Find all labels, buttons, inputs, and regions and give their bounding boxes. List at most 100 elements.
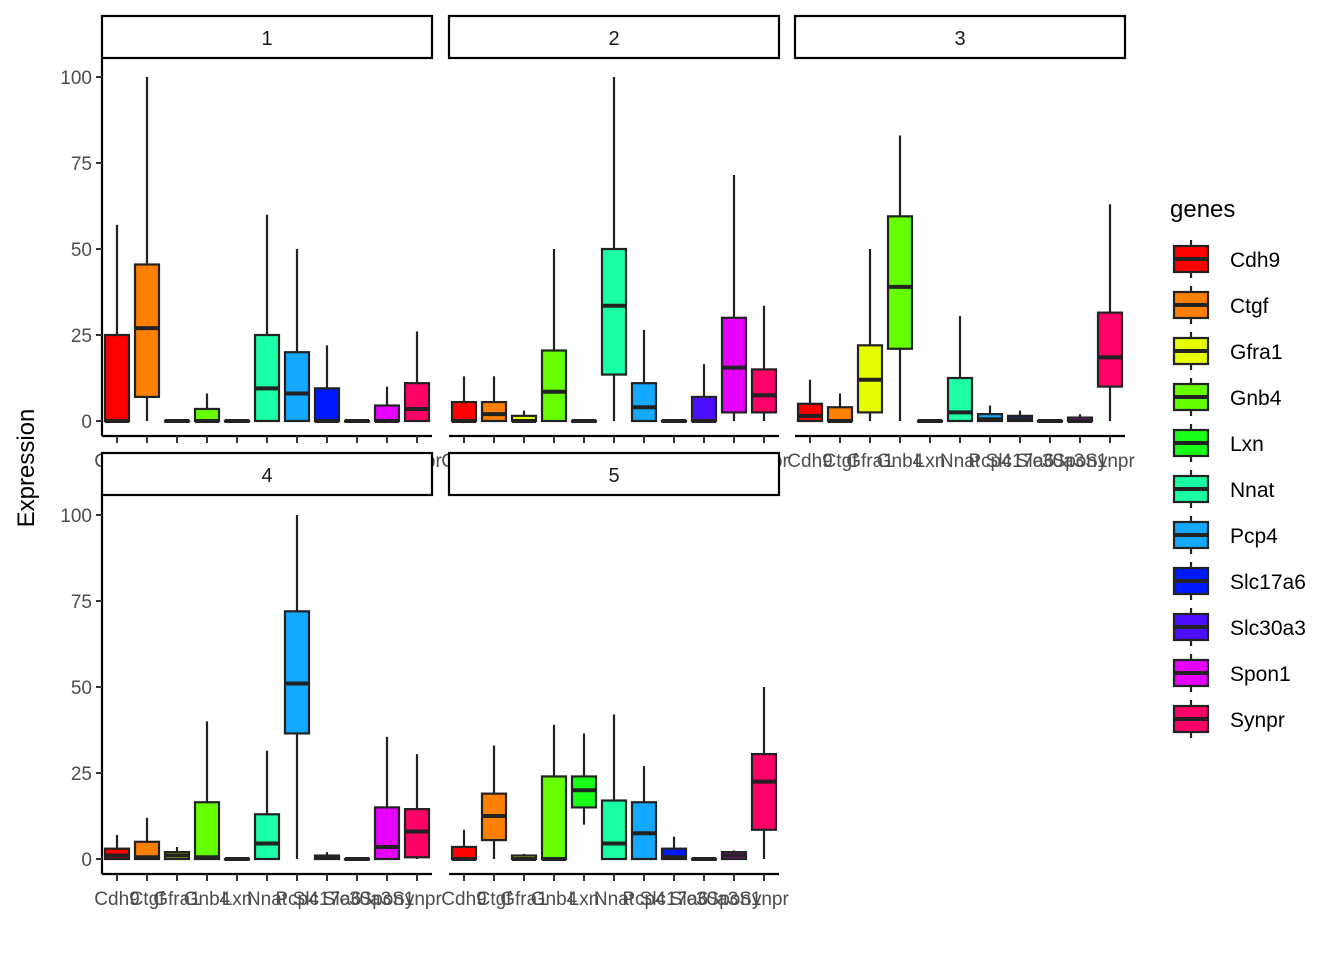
x-tick-label: Gfra1 (153, 889, 201, 910)
box-body (720, 316, 748, 414)
x-tick-label: Pcp4 (622, 889, 666, 910)
legend-item-spon1: Spon1 (1172, 654, 1291, 692)
legend-label: Gfra1 (1230, 341, 1283, 364)
legend-items: Cdh9 Ctgf Gfra1 Gnb4 Lxn Nnat Pcp4 Slc17a6 Slc30… (1172, 240, 1306, 738)
x-tick-label: Spon1 (1053, 451, 1108, 472)
y-tick-label: 100 (60, 506, 92, 527)
facet-strip-label: 4 (261, 465, 272, 487)
legend-item-cdh9: Cdh9 (1172, 240, 1280, 278)
box-body (540, 775, 568, 861)
x-tick-label: Gnb4 (877, 451, 924, 472)
box-pcp4 (630, 329, 658, 423)
legend-key (1172, 424, 1210, 462)
box-spon1 (720, 850, 748, 861)
box-body (373, 806, 401, 861)
x-tick-label: Ctgf (823, 451, 859, 472)
x-tick-label: Spon1 (360, 889, 415, 910)
legend-label: Spon1 (1230, 663, 1291, 686)
box-gnb4 (886, 135, 914, 421)
box-slc30a3 (690, 857, 718, 861)
y-tick-label: 25 (71, 764, 92, 785)
box-pcp4 (630, 766, 658, 861)
box-body (1096, 311, 1124, 388)
legend-key (1172, 654, 1210, 692)
box-nnat (253, 214, 281, 423)
box-slc17a6 (1006, 410, 1034, 423)
y-tick-label: 50 (71, 678, 92, 699)
legend-label: Slc30a3 (1230, 617, 1306, 640)
legend-item-nnat: Nnat (1172, 470, 1275, 508)
box-gfra1 (510, 410, 538, 423)
box-gfra1 (163, 846, 191, 861)
x-tick-label: Gnb4 (531, 889, 578, 910)
box-ctgf (826, 393, 854, 423)
box-nnat (946, 316, 974, 423)
legend-item-slc30a3: Slc30a3 (1172, 608, 1306, 646)
legend-key (1172, 516, 1210, 554)
legend-item-synpr: Synpr (1172, 700, 1285, 738)
box-body (946, 376, 974, 423)
box-lxn (223, 857, 251, 861)
x-tick-label: Pcp4 (275, 889, 319, 910)
y-tick-label: 50 (71, 240, 92, 261)
x-tick-label: Cdh9 (441, 889, 486, 910)
facet-strip-label: 5 (608, 465, 619, 487)
legend-key (1172, 608, 1210, 646)
box-slc30a3 (343, 857, 371, 861)
facet-strip-label: 3 (954, 28, 965, 50)
facet-panel-3: 3 Cdh9CtgfGfra1Gnb4LxnNnatPcp4Slc17a6Slc3… (787, 14, 1135, 472)
box-body (630, 801, 658, 861)
legend-label: Nnat (1230, 479, 1275, 502)
box-body (886, 215, 914, 350)
facet-strip-3 (793, 14, 1127, 60)
box-body (826, 406, 854, 423)
box-cdh9 (450, 376, 478, 423)
x-tick-label: Nnat (940, 451, 981, 472)
box-lxn (570, 419, 598, 423)
legend-item-pcp4: Pcp4 (1172, 516, 1278, 554)
x-tick-label: Synpr (392, 889, 442, 910)
box-lxn (223, 419, 251, 423)
x-tick-label: Slc30a3 (323, 889, 392, 910)
x-tick-label: Slc17a6 (986, 451, 1055, 472)
box-body (630, 382, 658, 423)
legend-title: genes (1170, 196, 1235, 223)
box-cdh9 (450, 829, 478, 861)
legend-key (1172, 286, 1210, 324)
legend: genes Cdh9 Ctgf Gfra1 Gnb4 Lxn Nnat Pcp4 Slc17a… (1170, 196, 1306, 738)
box-cdh9 (103, 834, 131, 861)
x-tick-label: Gfra1 (846, 451, 894, 472)
box-body (750, 752, 778, 831)
box-synpr (750, 305, 778, 421)
x-tick-label: Lxn (569, 889, 600, 910)
x-tick-label: Nnat (594, 889, 635, 910)
box-pcp4 (283, 515, 311, 859)
box-synpr (403, 754, 431, 859)
facet-strip-1 (100, 14, 434, 60)
box-body (133, 263, 161, 399)
x-tick-label: Slc17a6 (640, 889, 709, 910)
x-tick-label: Ctgf (477, 889, 513, 910)
x-tick-label: Synpr (1085, 451, 1135, 472)
box-body (450, 400, 478, 423)
legend-key (1172, 700, 1210, 738)
legend-key (1172, 562, 1210, 600)
x-tick-label: Gnb4 (184, 889, 231, 910)
box-gnb4 (193, 721, 221, 861)
x-tick-label: Gfra1 (500, 889, 548, 910)
legend-key (1172, 240, 1210, 278)
box-lxn (916, 419, 944, 423)
box-gnb4 (540, 724, 568, 861)
legend-item-ctgf: Ctgf (1172, 286, 1269, 324)
box-body (403, 382, 431, 423)
box-pcp4 (976, 405, 1004, 423)
legend-label: Pcp4 (1230, 525, 1278, 548)
facet-strip-label: 1 (261, 28, 272, 50)
legend-label: Ctgf (1230, 295, 1269, 318)
x-tick-label: Synpr (739, 889, 789, 910)
box-body (540, 349, 568, 423)
y-tick-label: 0 (81, 412, 92, 433)
box-slc30a3 (1036, 419, 1064, 423)
box-gfra1 (510, 853, 538, 861)
box-spon1 (373, 736, 401, 861)
